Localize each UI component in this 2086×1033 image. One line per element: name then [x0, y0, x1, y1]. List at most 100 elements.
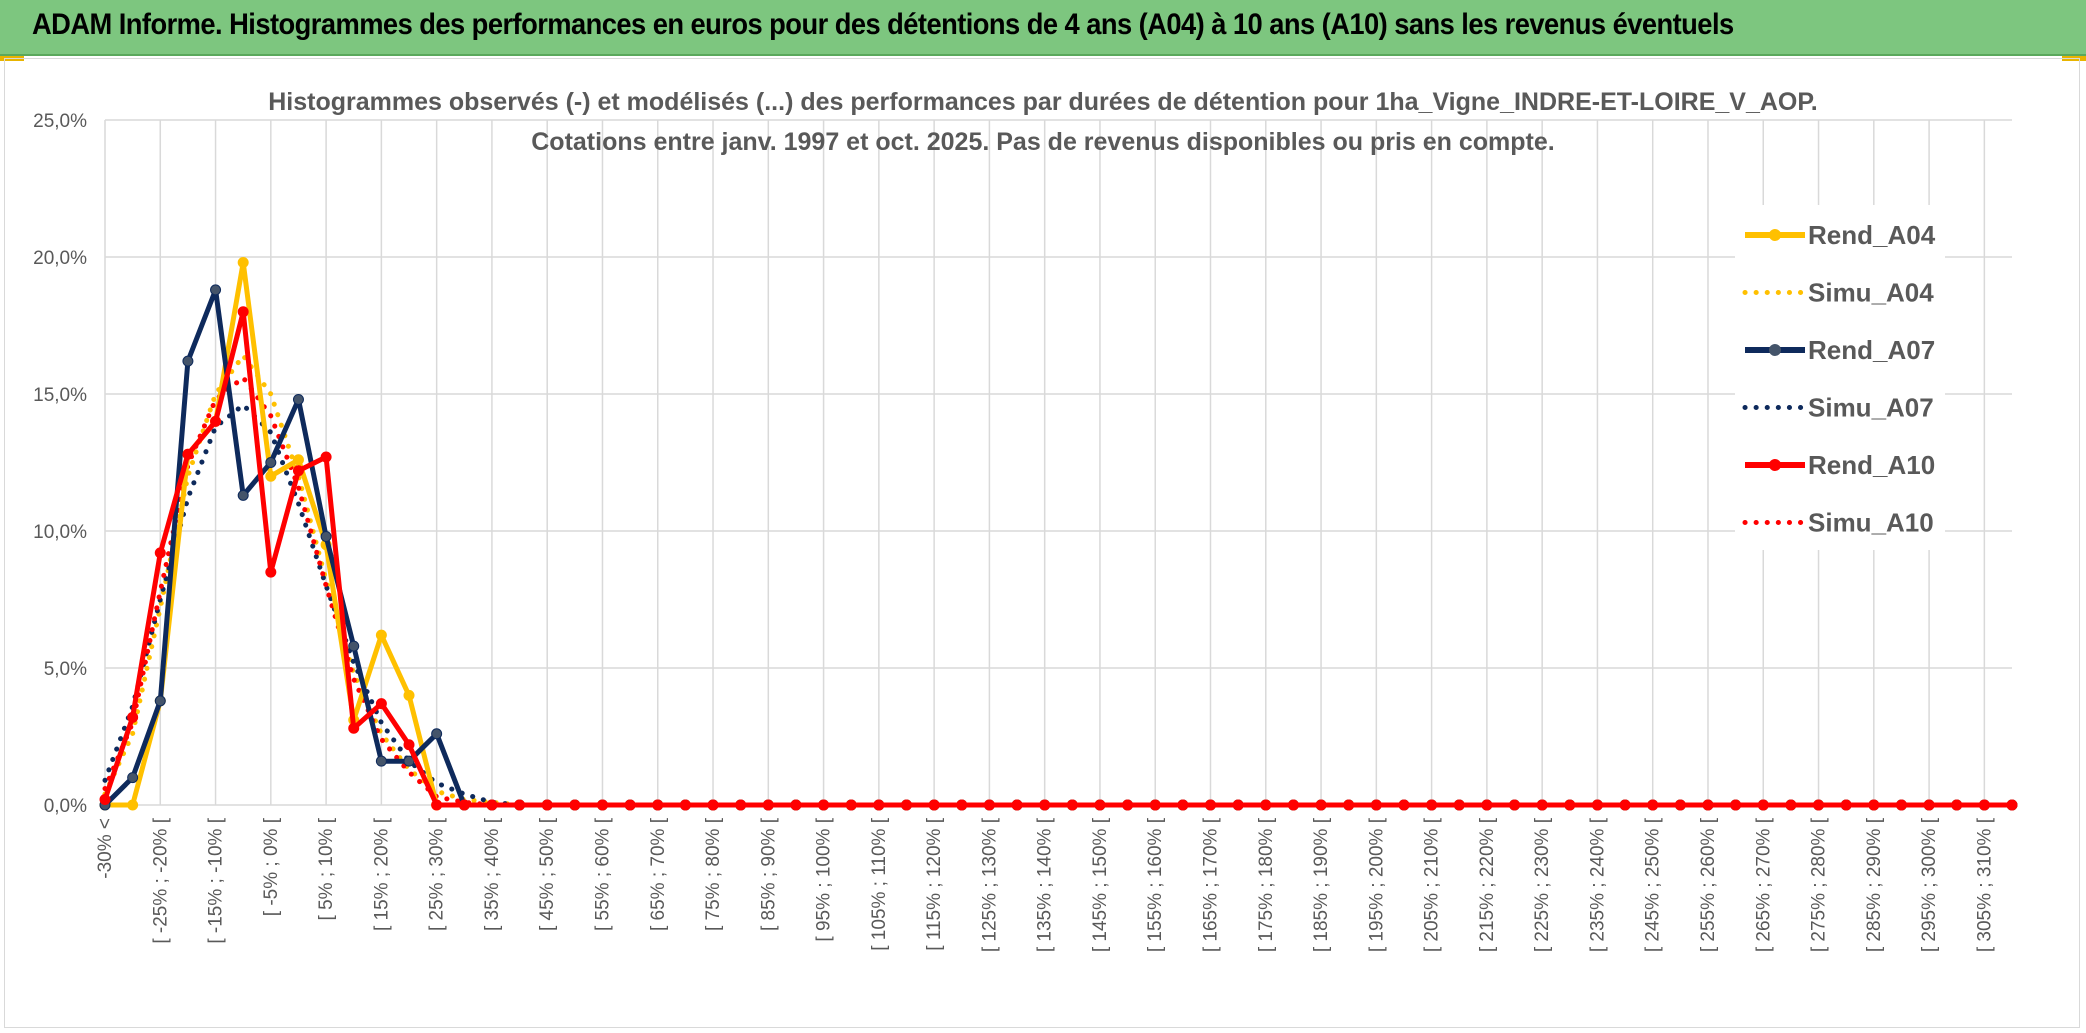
point-Rend_A10	[790, 799, 802, 811]
series-Simu_A10	[102, 375, 2015, 808]
point-Rend_A07	[292, 393, 304, 405]
x-tick-label: [ 95% ; 100% [	[814, 817, 835, 941]
point-Rend_A10	[845, 799, 857, 811]
point-Rend_A10	[569, 799, 581, 811]
y-axis-ticks: 0,0% 5,0% 10,0% 15,0% 20,0% 25,0%	[33, 111, 87, 817]
point-Rend_A10	[1536, 799, 1548, 811]
point-Rend_A10	[1978, 799, 1990, 811]
x-tick-label: [ 205% ; 210% [	[1422, 817, 1443, 952]
x-tick-label: [ 45% ; 50% [	[537, 817, 558, 931]
x-tick-label: [ 15% ; 20% [	[371, 817, 392, 931]
series-Rend_A04	[99, 256, 2018, 811]
point-Rend_A10	[1039, 799, 1051, 811]
legend-box	[1735, 205, 1945, 550]
series-Rend_A10	[99, 306, 2018, 811]
point-Rend_A10	[1730, 799, 1742, 811]
x-tick-label: [ 75% ; 80% [	[703, 817, 724, 931]
point-Rend_A10	[1260, 799, 1272, 811]
point-Rend_A10	[1951, 799, 1963, 811]
point-Rend_A10	[1840, 799, 1852, 811]
x-tick-label: [ 295% ; 300% [	[1919, 817, 1940, 952]
point-Rend_A10	[1177, 799, 1189, 811]
point-Rend_A04	[127, 799, 139, 811]
point-Rend_A10	[596, 799, 608, 811]
x-tick-label: [ 245% ; 250% [	[1643, 817, 1664, 952]
x-tick-label: [ 25% ; 30% [	[427, 817, 448, 931]
point-Rend_A10	[1757, 799, 1769, 811]
point-Rend_A10	[679, 799, 691, 811]
x-tick-label: [ 145% ; 150% [	[1090, 817, 1111, 952]
point-Rend_A10	[320, 451, 332, 463]
point-Rend_A10	[873, 799, 885, 811]
x-tick-label: [ 185% ; 190% [	[1311, 817, 1332, 952]
point-Rend_A10	[1370, 799, 1382, 811]
x-tick-label: [ 225% ; 230% [	[1532, 817, 1553, 952]
chart-frame	[4, 58, 2080, 1028]
point-Rend_A07	[375, 755, 387, 767]
point-Rend_A10	[1122, 799, 1134, 811]
x-tick-label: [ 285% ; 290% [	[1864, 817, 1885, 952]
point-Rend_A10	[652, 799, 664, 811]
line-Rend_A04	[105, 260, 2012, 808]
x-tick-label: [ 135% ; 140% [	[1035, 817, 1056, 952]
point-Rend_A07	[127, 772, 139, 784]
y-tick-label: 20,0%	[33, 248, 87, 269]
point-Rend_A10	[403, 739, 415, 751]
point-Rend_A10	[900, 799, 912, 811]
point-Rend_A10	[1287, 799, 1299, 811]
point-Rend_A10	[1813, 799, 1825, 811]
point-Rend_A07	[237, 489, 249, 501]
point-Rend_A10	[182, 448, 194, 460]
x-tick-label: [ 115% ; 120% [	[924, 817, 945, 950]
point-Rend_A10	[1702, 799, 1714, 811]
point-Rend_A10	[210, 415, 222, 427]
point-Rend_A10	[624, 799, 636, 811]
series-layer	[99, 256, 2018, 811]
point-Rend_A07	[265, 457, 277, 468]
x-tick-label: [ 165% ; 170% [	[1201, 817, 1222, 952]
legend-item-Rend_A10: Rend_A10	[1745, 450, 1935, 480]
x-tick-label: [ -25% ; -20% [	[150, 817, 171, 943]
chart-title: Histogrammes observés (-) et modélisés (…	[268, 88, 1818, 156]
legend: Rend_A04 Simu_A04 Rend_A07 Simu_A07 Rend_A10…	[1735, 205, 1945, 550]
point-Rend_A07	[320, 530, 332, 542]
point-Rend_A10	[431, 799, 443, 811]
point-Rend_A04	[375, 629, 387, 641]
y-tick-label: 15,0%	[33, 385, 87, 406]
point-Rend_A10	[762, 799, 774, 811]
point-Rend_A07	[210, 284, 222, 296]
point-Rend_A10	[99, 794, 111, 806]
x-tick-label: [ 265% ; 270% [	[1753, 817, 1774, 952]
legend-marker	[1769, 459, 1781, 471]
point-Rend_A10	[237, 306, 249, 318]
report-banner: ADAM Informe. Histogrammes des performan…	[0, 0, 2086, 56]
point-Rend_A10	[2006, 799, 2018, 811]
line-Simu_A04	[102, 353, 2015, 808]
legend-marker	[1769, 229, 1781, 241]
point-Rend_A10	[292, 465, 304, 477]
x-tick-label: [ 105% ; 110% [	[869, 817, 890, 950]
point-Rend_A10	[154, 547, 166, 559]
y-tick-label: 5,0%	[44, 659, 87, 680]
legend-item-Rend_A04: Rend_A04	[1745, 220, 1936, 250]
point-Rend_A10	[1785, 799, 1797, 811]
line-Rend_A07	[103, 287, 2012, 808]
x-tick-label: [ 65% ; 70% [	[648, 817, 669, 931]
x-tick-label: [ -5% ; 0% [	[261, 817, 282, 916]
report-title: ADAM Informe. Histogrammes des performan…	[32, 8, 1734, 41]
point-Rend_A10	[1426, 799, 1438, 811]
point-Rend_A10	[1453, 799, 1465, 811]
point-Rend_A04	[265, 470, 277, 482]
series-Simu_A07	[102, 402, 2015, 808]
point-Rend_A07	[182, 355, 194, 367]
x-tick-label: [ 85% ; 90% [	[758, 817, 779, 931]
point-Rend_A10	[1011, 799, 1023, 811]
point-Rend_A10	[1591, 799, 1603, 811]
legend-label: Rend_A07	[1808, 335, 1935, 365]
point-Rend_A10	[1619, 799, 1631, 811]
legend-item-Simu_A10: Simu_A10	[1742, 508, 1934, 538]
series-Simu_A04	[102, 353, 2015, 808]
point-Rend_A10	[1509, 799, 1521, 811]
x-tick-label: [ 125% ; 130% [	[979, 817, 1000, 952]
